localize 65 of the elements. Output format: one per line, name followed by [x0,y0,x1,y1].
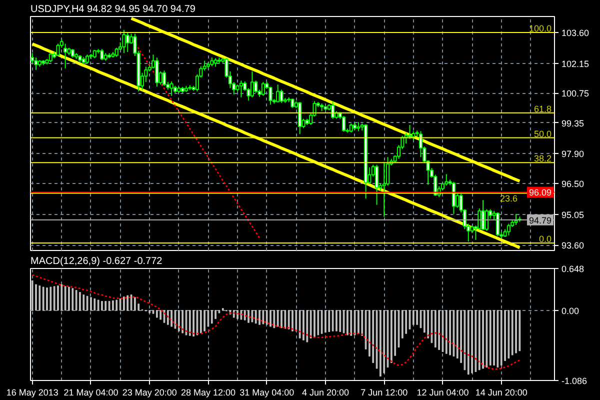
x-tick-label: 14 Jun 20:00 [475,388,528,398]
annotation: 23.6 [500,193,518,204]
annotation: 61.8 [534,104,552,114]
candlestick [408,124,412,140]
candlestick [56,43,60,57]
candlestick [331,100,335,120]
candlestick [239,80,243,98]
y-tick-label: 97.90 [562,149,584,160]
candlestick [126,32,130,53]
x-tick-label: 28 May 12:00 [180,388,236,398]
candlestick [170,80,174,96]
candlestick [514,213,518,226]
y-tick-label: 96.50 [562,178,584,189]
candlestick [276,84,280,103]
candlestick [452,181,456,214]
candlestick [268,86,272,106]
candlestick [484,208,488,232]
candlestick [261,82,265,96]
annotation: 38.2 [534,154,552,164]
candlestick [48,52,52,63]
candlestick [481,200,485,230]
y-tick-label: 100.75 [562,88,590,99]
candlestick [100,48,104,61]
ref-line-label: 96.09 [528,188,552,198]
annotation: 100.0 [528,23,552,34]
candlestick [155,57,159,88]
chart-title: MACD(12,26,9) -0.627 -0.772 [30,256,163,267]
candlestick [290,98,294,108]
candlestick [444,174,448,186]
candlestick [342,115,346,132]
candlestick [418,130,423,158]
candlestick [64,43,68,69]
candlestick [356,122,360,132]
annotation: 50.0 [534,128,552,139]
chart-title: USDJPY,H4 94.82 94.95 94.70 94.79 [30,4,196,15]
y-tick-label: 95.05 [562,210,584,220]
y-tick-label: 99.35 [562,118,584,128]
y-tick-label: 102.15 [562,58,590,69]
x-tick-label: 21 May 04:00 [64,388,118,398]
line-series [32,274,520,370]
x-tick-label: 7 Jun 12:00 [360,388,408,398]
candlestick [122,29,126,54]
x-tick-label: 16 May 2013 [6,388,58,398]
y-tick-label: 0.00 [562,306,580,316]
candlestick [298,102,302,135]
candlestick [280,89,284,104]
x-tick-label: 12 Jun 04:00 [416,388,469,398]
y-tick-label: 0.648 [562,264,584,274]
annotation: 0.0 [538,234,552,244]
x-tick-label: 23 May 20:00 [122,388,177,398]
candlestick [382,161,386,218]
y-tick-label: 93.60 [562,240,584,251]
ref-line-label: 94.79 [528,215,552,226]
candlestick [496,212,500,237]
candlestick [162,70,166,86]
candlestick [374,164,379,206]
candlestick [86,54,90,64]
x-tick-label: 4 Jun 20:00 [302,388,350,398]
y-tick-label: 103.60 [562,28,590,38]
x-tick-label: 31 May 04:00 [240,388,294,398]
y-tick-label: -1.086 [562,376,588,386]
candlestick [506,223,510,236]
candlestick [34,57,38,70]
candlestick [250,70,254,98]
candlestick [254,80,258,94]
